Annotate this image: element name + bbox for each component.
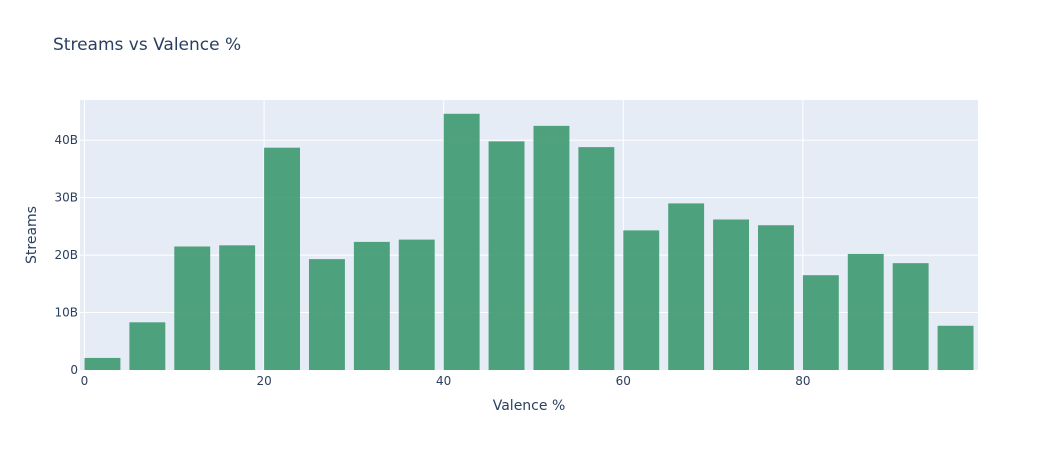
x-tick-label-3: 60 bbox=[616, 374, 631, 388]
bar-18[interactable] bbox=[892, 263, 929, 370]
y-tick-label-1: 10B bbox=[54, 306, 78, 320]
bar-17[interactable] bbox=[847, 253, 884, 370]
bar-11[interactable] bbox=[578, 147, 615, 370]
x-axis-title: Valence % bbox=[493, 398, 566, 414]
x-tick-label-2: 40 bbox=[436, 374, 451, 388]
bar-1[interactable] bbox=[129, 322, 166, 370]
bar-9[interactable] bbox=[488, 141, 525, 370]
bar-3[interactable] bbox=[219, 245, 256, 370]
x-axis-ticks: 0 20 40 60 80 bbox=[81, 374, 811, 388]
bar-19[interactable] bbox=[937, 325, 974, 370]
bar-0[interactable] bbox=[84, 357, 121, 370]
bar-2[interactable] bbox=[174, 246, 211, 370]
bar-16[interactable] bbox=[802, 275, 839, 370]
bar-7[interactable] bbox=[398, 239, 435, 370]
y-tick-label-2: 20B bbox=[54, 248, 78, 262]
y-axis-title: Streams bbox=[24, 206, 40, 264]
bar-15[interactable] bbox=[757, 225, 794, 370]
bar-5[interactable] bbox=[308, 259, 345, 370]
x-tick-label-0: 0 bbox=[81, 374, 89, 388]
bar-10[interactable] bbox=[533, 125, 570, 370]
bar-12[interactable] bbox=[623, 230, 660, 370]
bar-8[interactable] bbox=[443, 113, 480, 370]
bars bbox=[84, 113, 974, 370]
y-tick-label-3: 30B bbox=[54, 191, 78, 205]
chart-title: Streams vs Valence % bbox=[53, 35, 241, 55]
bar-6[interactable] bbox=[353, 241, 390, 370]
bar-4[interactable] bbox=[264, 147, 301, 370]
x-tick-label-1: 20 bbox=[256, 374, 271, 388]
y-tick-label-4: 40B bbox=[54, 133, 78, 147]
bar-14[interactable] bbox=[713, 219, 750, 370]
x-tick-label-4: 80 bbox=[795, 374, 810, 388]
y-axis-ticks: 0 10B 20B 30B 40B bbox=[54, 133, 78, 377]
bar-13[interactable] bbox=[668, 203, 705, 370]
y-tick-label-0: 0 bbox=[70, 363, 78, 377]
